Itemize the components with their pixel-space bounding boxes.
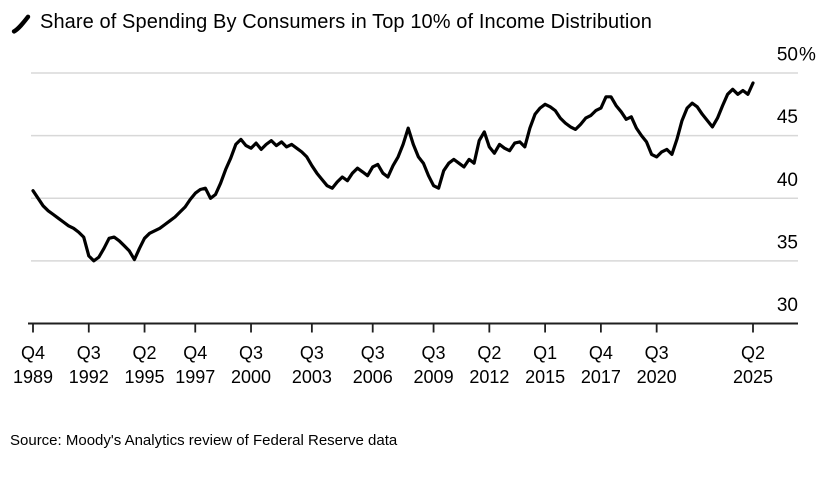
x-tick-label-year: 1989 [13,367,53,387]
y-axis-label: 45 [777,107,798,128]
line-slash-icon [10,10,32,35]
x-tick-label-year: 1997 [175,367,215,387]
x-tick-label-quarter: Q1 [533,343,557,363]
x-tick-label-year: 2006 [353,367,393,387]
x-tick-label-year: 2003 [292,367,332,387]
x-tick-label-quarter: Q4 [183,343,207,363]
x-tick-label-year: 2009 [414,367,454,387]
x-tick-label-quarter: Q3 [239,343,263,363]
y-axis-label: 30 [777,295,798,316]
x-tick-label-year: 2012 [469,367,509,387]
x-tick-label-year: 2020 [637,367,677,387]
x-tick-label-year: 1995 [125,367,165,387]
x-tick-label-quarter: Q2 [477,343,501,363]
x-tick-label-year: 2025 [733,367,773,387]
y-axis-label: 40 [777,170,798,191]
x-tick-label-year: 2000 [231,367,271,387]
x-tick-label-quarter: Q2 [741,343,765,363]
x-tick-label-quarter: Q3 [422,343,446,363]
chart-title: Share of Spending By Consumers in Top 10… [40,11,652,33]
y-axis-label-percent: % [799,45,816,66]
x-tick-label-quarter: Q2 [133,343,157,363]
y-axis-label: 35 [777,232,798,253]
x-tick-label-year: 2015 [525,367,565,387]
x-tick-label-quarter: Q3 [645,343,669,363]
x-tick-label-quarter: Q3 [300,343,324,363]
chart-header: Share of Spending By Consumers in Top 10… [10,10,652,35]
x-tick-label-year: 1992 [69,367,109,387]
x-tick-label-quarter: Q3 [361,343,385,363]
spending-share-line [31,81,755,263]
x-tick-label-quarter: Q4 [589,343,613,363]
source-note: Source: Moody's Analytics review of Fede… [10,432,398,449]
x-tick-label-quarter: Q4 [21,343,45,363]
x-tick-label-quarter: Q3 [77,343,101,363]
y-axis-label: 50 [777,45,798,66]
x-tick-label-year: 2017 [581,367,621,387]
